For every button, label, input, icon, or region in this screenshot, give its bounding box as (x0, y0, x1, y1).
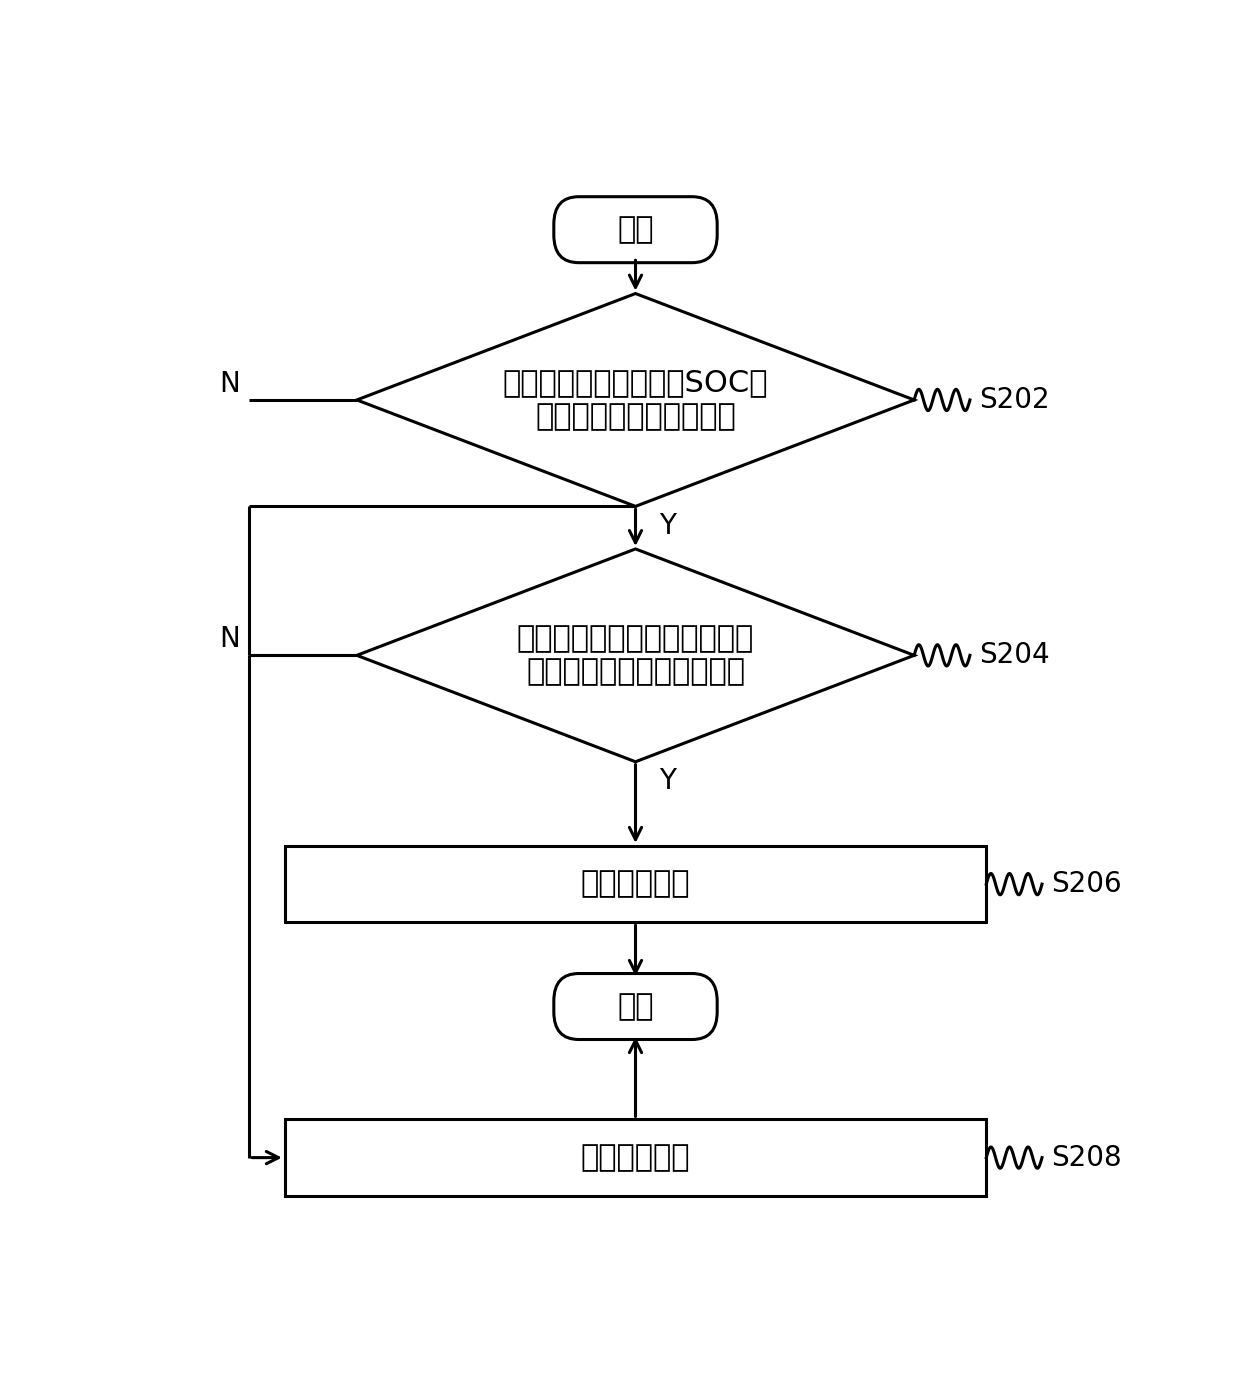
Text: N: N (218, 370, 239, 398)
Text: Y: Y (660, 767, 677, 795)
Text: S208: S208 (1052, 1144, 1122, 1172)
Text: 发出报警指令: 发出报警指令 (580, 1143, 691, 1172)
Bar (285, 846, 986, 922)
Text: S204: S204 (980, 641, 1050, 669)
FancyBboxPatch shape (554, 196, 717, 263)
Bar (285, 1119, 986, 1195)
Text: S206: S206 (1052, 871, 1122, 898)
Polygon shape (357, 549, 914, 761)
Text: 获取车内温度并判断车内温度
是否大于等于第一预设温度: 获取车内温度并判断车内温度 是否大于等于第一预设温度 (517, 625, 754, 687)
Text: S202: S202 (980, 386, 1050, 415)
Text: 启动车载空调: 启动车载空调 (580, 869, 691, 898)
Text: 判断车辆的动力电池的SOC值
是否大于等于第一预设值: 判断车辆的动力电池的SOC值 是否大于等于第一预设值 (502, 369, 769, 431)
Polygon shape (357, 293, 914, 506)
Text: 开始: 开始 (618, 216, 653, 245)
Text: Y: Y (660, 511, 677, 540)
Text: 结束: 结束 (618, 992, 653, 1021)
FancyBboxPatch shape (554, 973, 717, 1039)
Text: N: N (218, 626, 239, 654)
